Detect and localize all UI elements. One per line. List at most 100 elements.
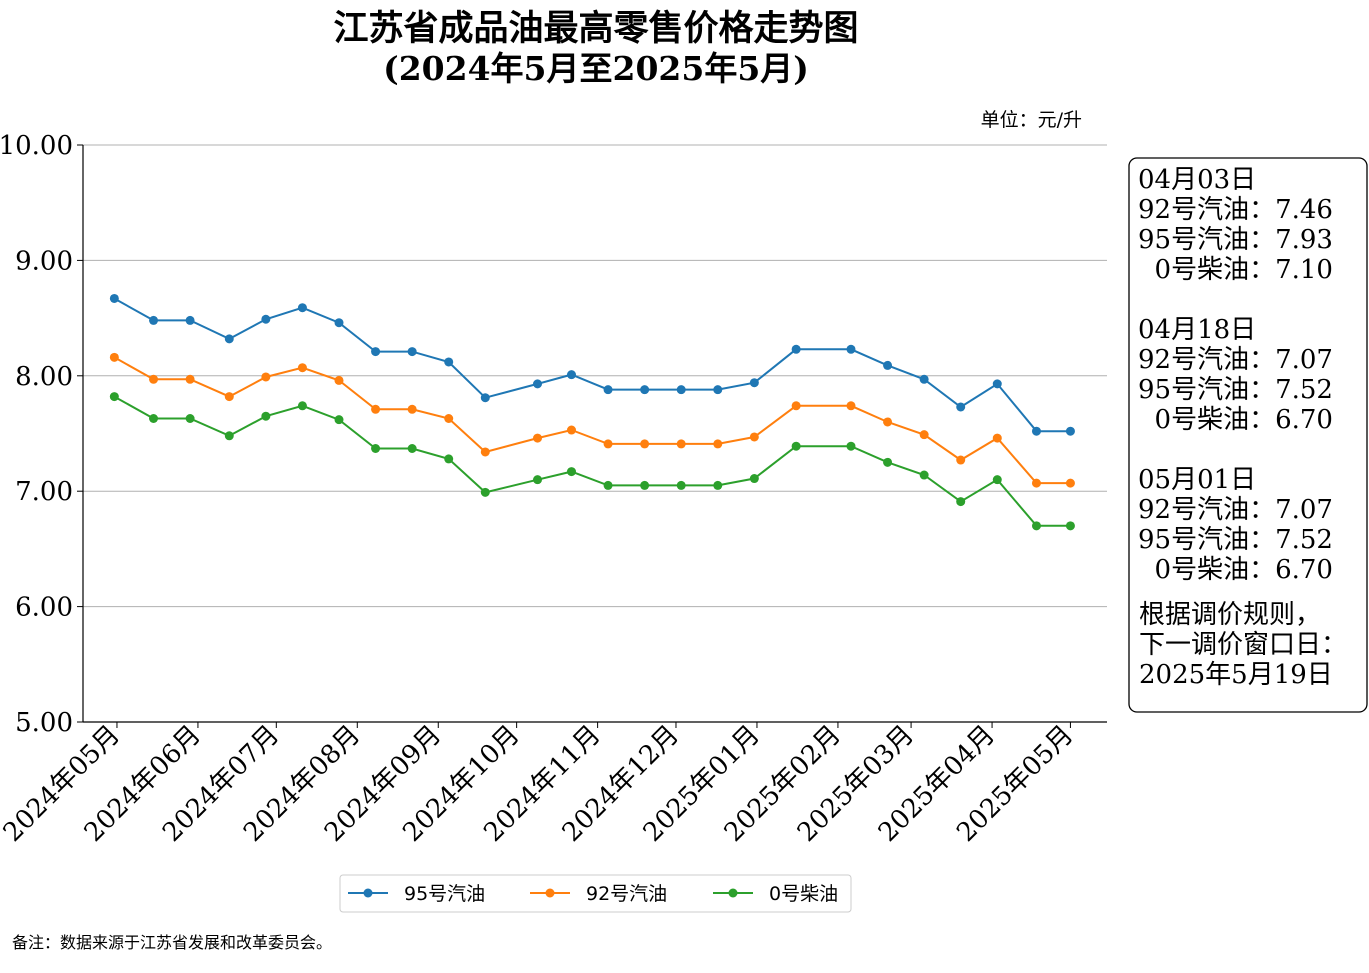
data-point	[846, 401, 856, 411]
data-point	[566, 467, 576, 477]
legend-label: 95号汽油	[404, 883, 485, 905]
data-point	[109, 293, 119, 303]
data-point	[956, 455, 966, 465]
data-point	[956, 402, 966, 412]
data-point	[224, 431, 234, 441]
data-point	[261, 411, 271, 421]
data-point	[791, 344, 801, 354]
info-text: 05月01日	[1138, 465, 1256, 495]
data-point	[846, 344, 856, 354]
y-tick-label: 8.00	[15, 362, 73, 392]
data-point	[883, 417, 893, 427]
data-point	[676, 385, 686, 395]
info-text: 0号柴油：6.70	[1138, 555, 1333, 585]
data-point	[749, 432, 759, 442]
data-point	[480, 447, 490, 457]
x-axis-ticks: 2024年05月2024年06月2024年07月2024年08月2024年09月…	[0, 720, 1079, 848]
legend: 95号汽油 92号汽油 0号柴油	[339, 874, 852, 913]
data-point	[992, 475, 1002, 485]
data-point	[480, 487, 490, 497]
data-point	[371, 444, 381, 454]
data-point	[371, 404, 381, 414]
info-text: 92号汽油：7.07	[1138, 495, 1333, 525]
data-point	[713, 385, 723, 395]
info-box-frame	[1128, 157, 1368, 713]
data-point	[533, 379, 543, 389]
info-text: 95号汽油：7.93	[1138, 225, 1333, 255]
data-point	[185, 315, 195, 325]
data-point	[149, 315, 159, 325]
series-92号汽油	[109, 352, 1075, 488]
y-tick-label: 6.00	[15, 593, 73, 623]
data-point	[676, 480, 686, 490]
info-text: 下一调价窗口日：	[1139, 630, 1347, 660]
data-point	[371, 347, 381, 357]
legend-marker	[363, 888, 373, 898]
data-point	[919, 470, 929, 480]
data-point	[919, 430, 929, 440]
chart-subtitle: (2024年5月至2025年5月)	[383, 49, 809, 88]
info-text: 95号汽油：7.52	[1138, 525, 1333, 555]
data-point	[749, 474, 759, 484]
data-point	[109, 352, 119, 362]
y-tick-label: 5.00	[15, 708, 73, 738]
data-point	[224, 392, 234, 402]
info-text: 根据调价规则，	[1139, 600, 1321, 630]
series-0号柴油	[109, 392, 1075, 531]
data-point	[846, 441, 856, 451]
y-axis-ticks: 10.00 9.00 8.00 7.00 6.00 5.00	[0, 131, 83, 738]
data-point	[603, 385, 613, 395]
data-point	[109, 392, 119, 402]
legend-marker	[728, 888, 738, 898]
data-point	[224, 334, 234, 344]
y-tick-label: 9.00	[15, 246, 73, 276]
data-point	[713, 480, 723, 490]
data-point	[1031, 426, 1041, 436]
data-point	[149, 374, 159, 384]
data-point	[334, 318, 344, 328]
y-tick-label: 7.00	[15, 477, 73, 507]
legend-label: 92号汽油	[586, 883, 667, 905]
data-point	[533, 475, 543, 485]
data-point	[603, 439, 613, 449]
data-point	[297, 363, 307, 373]
data-point	[919, 374, 929, 384]
info-text: 04月18日	[1138, 315, 1256, 345]
series-line	[113, 356, 1071, 485]
chart-title: 江苏省成品油最高零售价格走势图	[333, 8, 858, 49]
data-point	[444, 413, 454, 423]
data-point	[261, 372, 271, 382]
data-point	[992, 433, 1002, 443]
data-point	[566, 370, 576, 380]
data-point	[640, 439, 650, 449]
data-point	[1065, 521, 1075, 531]
data-point	[713, 439, 723, 449]
data-point	[407, 404, 417, 414]
data-point	[640, 480, 650, 490]
legend-frame	[339, 874, 852, 913]
data-point	[480, 393, 490, 403]
data-point	[992, 379, 1002, 389]
legend-label: 0号柴油	[769, 883, 838, 905]
data-point	[334, 415, 344, 425]
data-point	[444, 454, 454, 464]
legend-marker	[545, 888, 555, 898]
data-point	[185, 413, 195, 423]
data-point	[566, 425, 576, 435]
unit-label: 单位：元/升	[981, 109, 1082, 131]
data-point	[676, 439, 686, 449]
data-point	[334, 375, 344, 385]
data-point	[603, 480, 613, 490]
data-point	[640, 385, 650, 395]
data-point	[1065, 478, 1075, 488]
info-text: 04月03日	[1138, 165, 1256, 195]
data-point	[883, 360, 893, 370]
series-line	[113, 297, 1071, 433]
info-text: 0号柴油：6.70	[1138, 405, 1333, 435]
info-text: 92号汽油：7.46	[1138, 195, 1333, 225]
data-point	[407, 444, 417, 454]
data-point	[1031, 521, 1041, 531]
footnote: 备注：数据来源于江苏省发展和改革委员会。	[12, 933, 332, 952]
